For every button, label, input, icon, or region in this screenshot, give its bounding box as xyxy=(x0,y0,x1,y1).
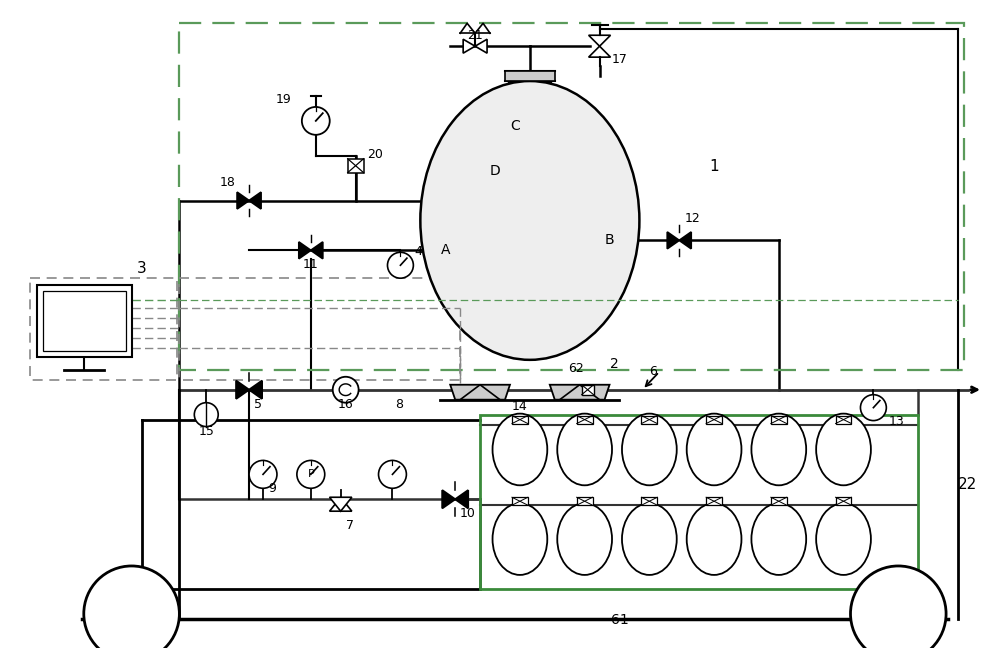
Text: 17: 17 xyxy=(612,53,627,66)
Polygon shape xyxy=(249,192,261,209)
Polygon shape xyxy=(330,497,352,511)
Text: D: D xyxy=(490,164,500,178)
Ellipse shape xyxy=(687,503,741,575)
Polygon shape xyxy=(463,39,475,53)
Bar xyxy=(706,497,722,505)
Ellipse shape xyxy=(493,503,547,575)
Ellipse shape xyxy=(622,413,677,485)
Ellipse shape xyxy=(687,413,741,485)
Circle shape xyxy=(194,402,218,426)
Circle shape xyxy=(860,395,886,421)
Text: B: B xyxy=(605,234,614,247)
Polygon shape xyxy=(679,232,691,249)
Polygon shape xyxy=(450,385,510,400)
Text: 18: 18 xyxy=(219,176,235,189)
Bar xyxy=(179,278,460,380)
Polygon shape xyxy=(475,39,487,53)
Bar xyxy=(30,278,177,380)
Text: 7: 7 xyxy=(346,519,354,532)
Circle shape xyxy=(84,566,179,649)
Polygon shape xyxy=(236,381,249,398)
Bar xyxy=(771,415,787,424)
Ellipse shape xyxy=(557,503,612,575)
Text: 13: 13 xyxy=(888,415,904,428)
Bar xyxy=(179,23,964,370)
Circle shape xyxy=(387,252,413,278)
Bar xyxy=(641,497,657,505)
Bar xyxy=(480,415,918,589)
Text: 8: 8 xyxy=(395,398,403,411)
Text: 14: 14 xyxy=(512,400,528,413)
Bar xyxy=(577,497,593,505)
Polygon shape xyxy=(589,46,611,57)
Polygon shape xyxy=(237,192,249,209)
Ellipse shape xyxy=(751,503,806,575)
Text: 15: 15 xyxy=(198,424,214,437)
Text: 1: 1 xyxy=(709,158,719,174)
Polygon shape xyxy=(550,385,610,400)
Ellipse shape xyxy=(816,503,871,575)
Ellipse shape xyxy=(493,413,547,485)
Text: A: A xyxy=(440,243,450,257)
Ellipse shape xyxy=(622,503,677,575)
Ellipse shape xyxy=(557,413,612,485)
Ellipse shape xyxy=(816,413,871,485)
Polygon shape xyxy=(249,381,262,398)
Bar xyxy=(836,497,851,505)
Bar xyxy=(582,385,594,395)
Bar xyxy=(577,415,593,424)
Circle shape xyxy=(249,460,277,488)
Text: 19: 19 xyxy=(276,93,292,106)
Polygon shape xyxy=(667,232,679,249)
Text: 20: 20 xyxy=(368,148,383,161)
Bar xyxy=(512,497,528,505)
Bar xyxy=(641,415,657,424)
Bar xyxy=(836,415,851,424)
Text: 9: 9 xyxy=(268,482,276,495)
Bar xyxy=(37,285,132,357)
Polygon shape xyxy=(311,242,323,259)
Text: 3: 3 xyxy=(137,261,146,276)
Ellipse shape xyxy=(751,413,806,485)
Text: 16: 16 xyxy=(338,398,353,411)
Circle shape xyxy=(297,460,325,488)
Text: 61: 61 xyxy=(611,613,628,627)
Text: 5: 5 xyxy=(254,398,262,411)
Text: C: C xyxy=(510,119,520,133)
Text: 62: 62 xyxy=(568,361,583,374)
Polygon shape xyxy=(299,242,311,259)
Text: 6: 6 xyxy=(649,365,657,378)
Polygon shape xyxy=(455,490,468,508)
Circle shape xyxy=(379,460,406,488)
Circle shape xyxy=(850,566,946,649)
Bar xyxy=(505,71,555,81)
Text: P: P xyxy=(307,469,314,480)
Text: 10: 10 xyxy=(460,507,476,520)
Text: 4: 4 xyxy=(414,245,422,258)
Polygon shape xyxy=(330,497,352,511)
Bar xyxy=(706,415,722,424)
Polygon shape xyxy=(589,35,611,46)
Text: 12: 12 xyxy=(684,212,700,225)
Bar xyxy=(348,159,364,173)
Ellipse shape xyxy=(420,81,639,360)
Text: 11: 11 xyxy=(303,258,319,271)
Bar xyxy=(43,291,126,351)
Text: 21: 21 xyxy=(467,29,483,42)
Circle shape xyxy=(333,377,359,402)
Text: 2: 2 xyxy=(610,357,618,371)
Bar xyxy=(771,497,787,505)
Text: 22: 22 xyxy=(958,477,977,493)
Bar xyxy=(512,415,528,424)
Polygon shape xyxy=(442,490,455,508)
Circle shape xyxy=(302,107,330,135)
